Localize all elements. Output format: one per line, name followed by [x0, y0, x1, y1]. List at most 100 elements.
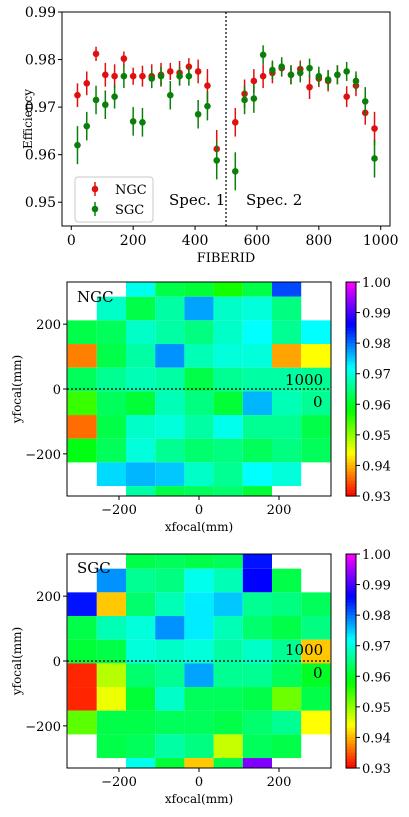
colorbar-segment — [346, 609, 356, 613]
sgc-point — [176, 72, 183, 80]
heatmap-cell — [213, 687, 243, 711]
colorbar-segment — [346, 321, 356, 326]
sgc-point — [185, 72, 193, 80]
heatmap-cell — [126, 462, 156, 487]
heatmap-cell — [301, 367, 331, 392]
colorbar-segment — [346, 376, 356, 381]
heatmap-cell — [126, 282, 156, 297]
heatmap-cell — [213, 486, 243, 496]
colorbar-segment — [346, 428, 356, 433]
y-tick-label: 0.98 — [25, 53, 56, 69]
x-tick-label: 0 — [67, 233, 76, 249]
heatmap-cell — [301, 663, 331, 688]
heatmap-cell — [155, 415, 185, 439]
heatmap-cell — [184, 639, 214, 664]
sgc-point — [111, 93, 118, 100]
colorbar-tick-label: 0.94 — [362, 459, 391, 474]
colorbar-segment — [346, 697, 356, 702]
heatmap-cell — [67, 639, 97, 664]
heatmap-cell — [155, 344, 185, 368]
heatmap-cell — [184, 592, 214, 617]
heatmap-cell — [242, 438, 272, 463]
colorbar-segment — [346, 392, 356, 396]
heatmap-cell — [272, 282, 302, 297]
sgc-point — [306, 64, 313, 72]
heatmap-cell — [301, 438, 331, 463]
colorbar-segment — [346, 706, 356, 711]
heatmap-cell — [213, 415, 243, 439]
colorbar-segment — [346, 379, 356, 384]
colorbar-segment — [346, 636, 356, 641]
heatmap-cell — [272, 568, 302, 593]
heatmap-cell — [126, 320, 156, 345]
colorbar-segment — [346, 563, 356, 567]
heatmap-cell — [155, 391, 185, 416]
colorbar-segment — [346, 410, 356, 415]
sgc-point — [148, 75, 156, 82]
heatmap-cell — [242, 554, 272, 569]
colorbar-segment — [346, 486, 356, 491]
heatmap-cell — [213, 663, 243, 688]
heatmap-cell — [272, 592, 302, 617]
heatmap-cell — [213, 282, 243, 297]
heatmap-cell — [301, 639, 331, 664]
heatmap-cell — [242, 592, 272, 617]
heatmap-cell — [96, 344, 126, 368]
colorbar-segment — [346, 740, 356, 745]
heatmap-cell — [213, 296, 243, 321]
colorbar-segment — [346, 612, 356, 616]
y-tick-label: 0.96 — [25, 148, 56, 164]
heatmap-cell — [213, 734, 243, 759]
chart1-legend: NGC SGC — [74, 176, 154, 223]
sgc-point — [92, 96, 100, 104]
colorbar-segment — [346, 492, 356, 497]
x-tick-label: 0 — [195, 503, 203, 518]
colorbar-tick-label: 0.93 — [362, 762, 391, 777]
colorbar-segment — [346, 566, 356, 570]
heatmap-cell — [242, 616, 272, 640]
heatmap-cell — [242, 462, 272, 487]
colorbar-segment — [346, 722, 356, 726]
colorbar-segment — [346, 764, 356, 769]
ngc-point — [371, 125, 378, 132]
legend-ngc-label: NGC — [115, 183, 147, 198]
heatmap-cell — [213, 462, 243, 487]
colorbar-segment — [346, 416, 356, 421]
colorbar-segment — [346, 602, 356, 607]
colorbar-tick-label: 1.00 — [362, 276, 391, 291]
ngc-point — [259, 72, 267, 80]
colorbar-segment — [346, 444, 356, 448]
x-tick-label: 200 — [120, 233, 147, 249]
colorbar-segment — [346, 318, 356, 323]
colorbar-segment — [346, 615, 356, 619]
colorbar-segment — [346, 688, 356, 693]
sgc-point — [204, 102, 211, 110]
colorbar-segment — [346, 758, 356, 763]
colorbar-segment — [346, 676, 356, 680]
colorbar-segment — [346, 749, 356, 754]
sgc-point — [371, 155, 378, 162]
legend-sgc-marker — [91, 205, 99, 213]
heatmap-cell — [242, 344, 272, 368]
x-tick-label: 200 — [267, 775, 292, 790]
heatmap-cell — [272, 344, 302, 368]
colorbar-segment — [346, 373, 356, 378]
y-tick-label: 0.97 — [25, 100, 56, 116]
colorbar-segment — [346, 719, 356, 723]
colorbar-segment — [346, 599, 356, 604]
ngc-annotation-1000: 1000 — [285, 371, 323, 389]
ngc-xlabel: xfocal(mm) — [165, 520, 233, 534]
colorbar-segment — [346, 324, 356, 329]
heatmap-cell — [126, 554, 156, 569]
heatmap-cell — [213, 592, 243, 617]
heatmap-cell — [272, 462, 302, 487]
sgc-point — [139, 119, 146, 126]
heatmap-cell — [213, 710, 243, 735]
heatmap-cell — [126, 710, 156, 735]
colorbar-segment — [346, 401, 356, 405]
colorbar-segment — [346, 673, 356, 677]
heatmap-cell — [184, 438, 214, 463]
colorbar-segment — [346, 627, 356, 632]
heatmap-cell — [242, 320, 272, 345]
